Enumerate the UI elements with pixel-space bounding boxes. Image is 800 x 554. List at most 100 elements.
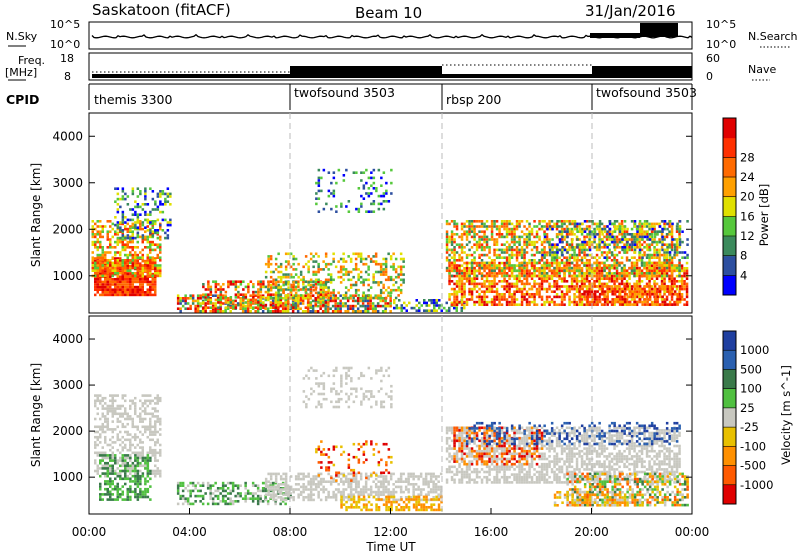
scatter-cell [332, 257, 335, 261]
scatter-cell [585, 287, 589, 291]
scatter-cell [643, 233, 647, 236]
scatter-cell [606, 303, 609, 306]
scatter-cell [560, 277, 564, 280]
scatter-cell [646, 235, 649, 239]
scatter-cell [553, 295, 556, 299]
scatter-cell [448, 248, 451, 252]
scatter-cell [548, 295, 551, 299]
scatter-cell [385, 181, 388, 185]
scatter-cell [322, 296, 325, 300]
scatter-cell [450, 267, 454, 270]
scatter-cell [525, 277, 529, 280]
scatter-cell [433, 299, 436, 302]
scatter-cell [485, 272, 489, 275]
scatter-cell [207, 306, 210, 309]
scatter-cell [583, 253, 586, 257]
scatter-cell [575, 225, 579, 228]
scatter-cell [463, 304, 466, 307]
scatter-cell [510, 222, 514, 226]
scatter-cell [139, 278, 142, 281]
scatter-cell [301, 294, 305, 297]
scatter-cell [159, 223, 162, 227]
scatter-cell [641, 253, 644, 257]
scatter-cell [292, 285, 295, 289]
scatter-cell [354, 288, 358, 292]
scatter-cell [585, 277, 589, 280]
scatter-cell [124, 261, 127, 265]
scatter-cell [134, 285, 137, 289]
scatter-cell [488, 264, 491, 267]
scatter-cell [129, 272, 132, 276]
scatter-cell [440, 309, 443, 312]
scatter-cell [658, 274, 661, 278]
scatter-cell [211, 304, 215, 308]
scatter-cell [503, 256, 506, 259]
scatter-cell [465, 256, 469, 259]
scatter-cell [460, 246, 464, 249]
scatter-cell [433, 306, 436, 310]
scatter-cell [571, 246, 574, 249]
scatter-cell [312, 270, 315, 274]
scatter-cell [450, 303, 454, 306]
scatter-cell [513, 264, 516, 267]
scatter-cell [630, 287, 634, 291]
scatter-cell [465, 225, 469, 228]
scatter-cell [570, 253, 574, 257]
scatter-cell [134, 261, 137, 265]
scatter-cell [196, 307, 200, 310]
scatter-cell [626, 285, 629, 288]
scatter-cell [109, 288, 112, 291]
scatter-cell [361, 299, 365, 303]
scatter-cell [146, 218, 150, 222]
scatter-cell [495, 274, 499, 278]
scatter-cell [207, 283, 210, 286]
scatter-cell [493, 240, 496, 244]
scatter-cell [292, 275, 295, 279]
scatter-cell [126, 256, 129, 259]
scatter-cell [121, 288, 124, 291]
scatter-cell [633, 222, 637, 226]
freq-block-2 [592, 66, 692, 78]
scatter-cell [543, 272, 546, 275]
scatter-cell [465, 253, 469, 257]
scatter-cell [131, 278, 134, 281]
scatter-cell [530, 287, 534, 291]
scatter-cell [580, 230, 584, 233]
scatter-cell [503, 251, 506, 254]
nsky-dense-block-2 [590, 33, 640, 38]
scatter-cell [576, 256, 579, 259]
scatter-cell [239, 297, 242, 300]
scatter-cell [212, 280, 215, 283]
scatter-cell [615, 280, 619, 283]
scatter-cell [453, 300, 456, 304]
scatter-cell [151, 274, 154, 278]
scatter-cell [284, 275, 288, 279]
scatter-cell [563, 227, 566, 231]
scatter-cell [144, 190, 147, 193]
scatter-cell [540, 282, 544, 286]
scatter-cell [593, 282, 596, 286]
scatter-cell [553, 280, 556, 283]
scatter-cell [236, 302, 240, 305]
scatter-cell [214, 290, 218, 294]
scatter-cell [136, 264, 139, 267]
scatter-cell [397, 288, 400, 292]
scatter-cell [376, 310, 380, 313]
scatter-cell [124, 278, 127, 281]
scatter-cell [114, 264, 117, 267]
scatter-cell [314, 283, 318, 286]
scatter-cell [628, 292, 632, 296]
scatter-cell [553, 261, 556, 265]
scatter-cell [525, 240, 529, 244]
scatter-cell [625, 259, 629, 262]
scatter-cell [670, 277, 674, 280]
scatter-cell [528, 272, 531, 275]
scatter-cell [518, 272, 521, 275]
scatter-cell [194, 307, 197, 310]
scatter-cell [663, 277, 666, 280]
scatter-cell [99, 278, 102, 281]
scatter-cell [638, 295, 641, 299]
scatter-cell [503, 298, 506, 301]
scatter-cell [565, 233, 569, 236]
scatter-cell [364, 297, 367, 300]
